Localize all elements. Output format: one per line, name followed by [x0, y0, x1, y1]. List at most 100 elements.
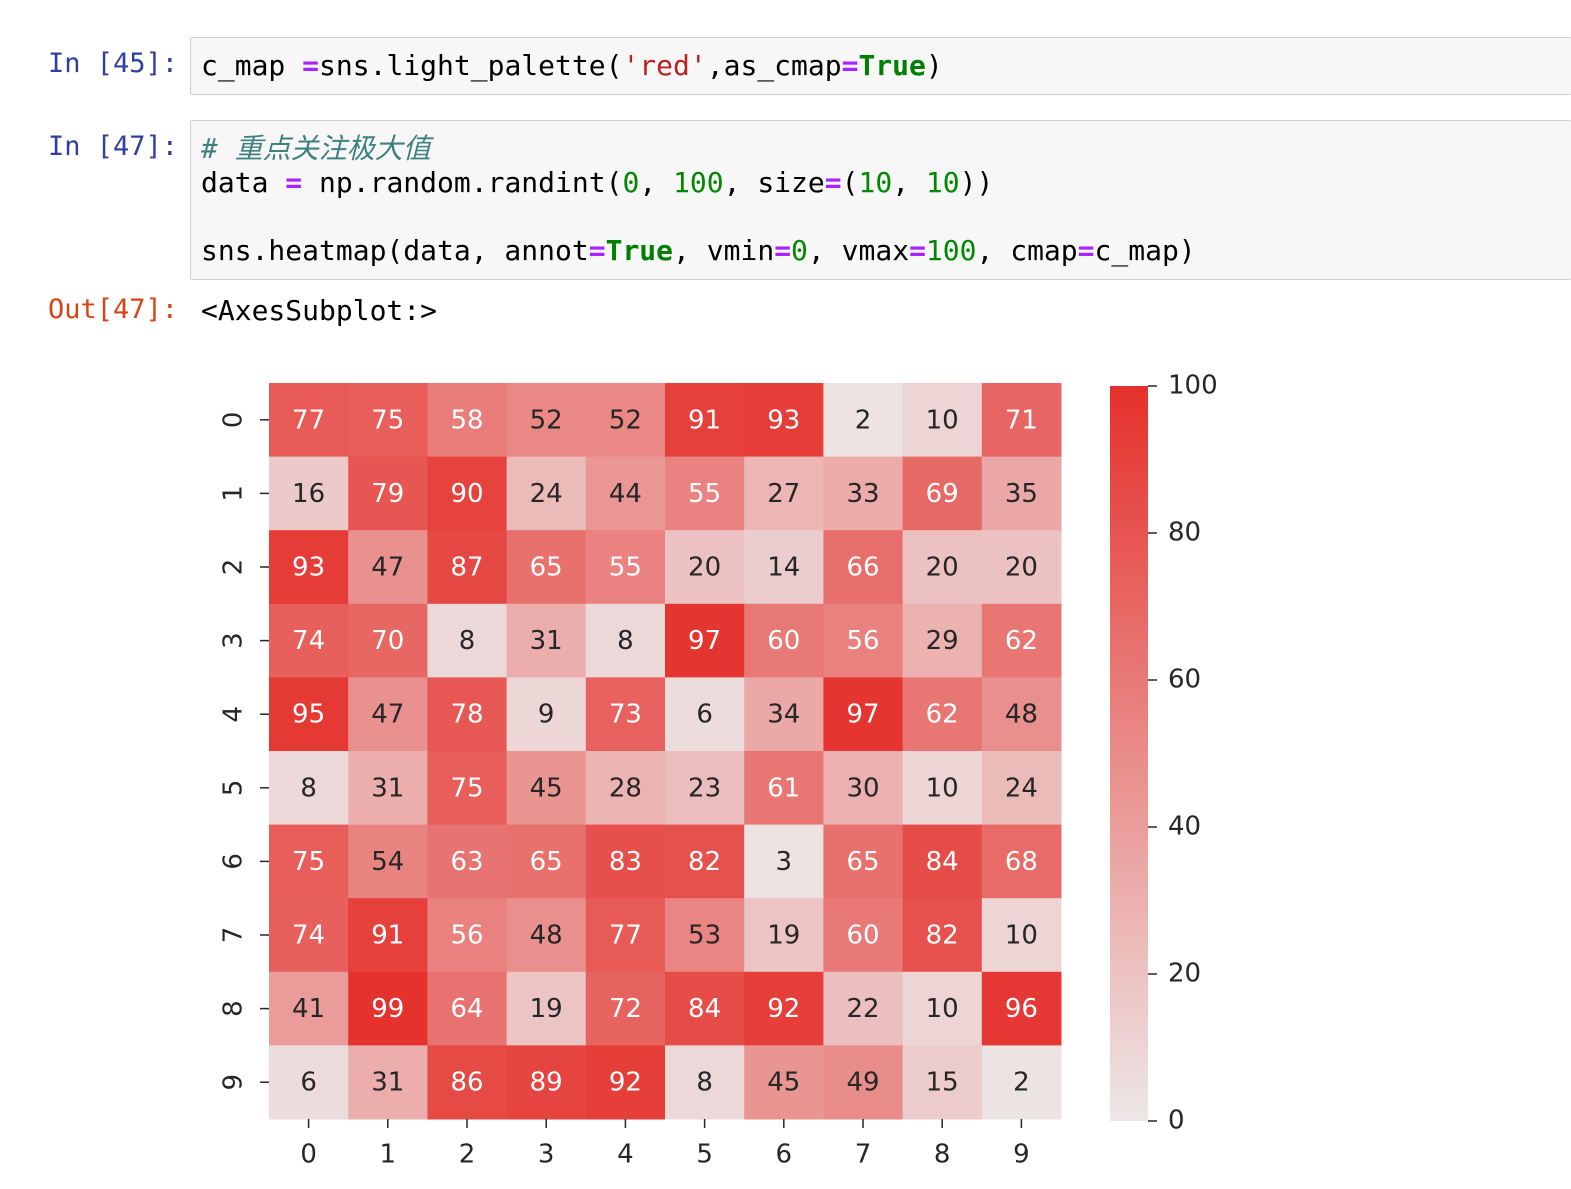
cell-annotation: 78	[450, 700, 483, 730]
code-token: ,as_cmap	[706, 49, 842, 82]
y-tick-label: 3	[219, 632, 249, 649]
cell-annotation: 91	[688, 405, 721, 435]
cell-annotation: 69	[926, 479, 959, 509]
cell-annotation: 95	[292, 700, 325, 730]
code-token: c_map	[201, 49, 303, 82]
heatmap-cell	[348, 1045, 428, 1120]
cell-annotation: 41	[292, 994, 325, 1024]
heatmap-cell	[348, 824, 428, 899]
code-token: =	[841, 49, 859, 82]
heatmap-cell	[506, 603, 587, 678]
heatmap-cell	[665, 751, 745, 826]
cell-annotation: 53	[688, 921, 721, 951]
heatmap-cell	[981, 603, 1062, 678]
in-prompt: In [45]:	[47, 48, 178, 79]
heatmap-cell	[744, 530, 824, 605]
code-token: ,	[892, 166, 926, 199]
heatmap-cell	[902, 677, 983, 752]
code-token: True	[605, 234, 674, 267]
heatmap-cell	[744, 971, 824, 1046]
heatmap-cell	[506, 1045, 587, 1120]
cell-annotation: 6	[300, 1068, 317, 1098]
heatmap-cell	[348, 898, 428, 973]
cell-annotation: 45	[530, 773, 563, 803]
code-token: 'red'	[622, 49, 707, 82]
heatmap-cell	[348, 603, 428, 678]
cell-annotation: 92	[767, 994, 800, 1024]
code-cell: c_map =sns.light_palette('red',as_cmap=T…	[190, 37, 1571, 95]
code-line: # 重点关注极大值	[201, 132, 1561, 166]
code-token: 0	[622, 166, 640, 199]
x-tick-label: 8	[934, 1140, 951, 1170]
code-token: 100	[673, 166, 724, 199]
cell-annotation: 71	[1005, 405, 1038, 435]
heatmap-cell	[902, 456, 983, 531]
cell-annotation: 61	[767, 773, 800, 803]
code-token: True	[858, 49, 926, 82]
heatmap-cell	[823, 898, 904, 973]
y-tick-label: 4	[219, 706, 249, 723]
code-token: =	[285, 166, 303, 199]
cell-annotation: 33	[846, 479, 879, 509]
code-token: # 重点关注极大值	[201, 132, 431, 165]
code-token: sns.light_palette(	[319, 49, 623, 82]
cell-annotation: 97	[688, 626, 721, 656]
cell-annotation: 20	[1005, 553, 1038, 583]
cell-annotation: 84	[926, 847, 959, 877]
cell-annotation: 93	[767, 405, 800, 435]
cell-annotation: 87	[450, 553, 483, 583]
cell-annotation: 8	[617, 626, 634, 656]
out-prompt: Out[47]:	[47, 294, 178, 325]
cell-annotation: 58	[450, 405, 483, 435]
cell-annotation: 93	[292, 553, 325, 583]
cell-annotation: 47	[371, 553, 404, 583]
heatmap-cell	[981, 383, 1062, 458]
x-tick-label: 0	[300, 1140, 317, 1170]
cell-annotation: 27	[767, 479, 800, 509]
code-token: )	[925, 49, 943, 82]
cell-annotation: 31	[371, 773, 404, 803]
code-token: np.random.randint(	[302, 166, 623, 199]
heatmap-cell	[823, 456, 904, 531]
cell-annotation: 83	[609, 847, 642, 877]
heatmap-cell	[585, 751, 666, 826]
y-tick-label: 6	[219, 853, 249, 870]
cell-annotation: 48	[530, 921, 563, 951]
code-cell: # 重点关注极大值 data = np.random.randint(0, 100…	[190, 120, 1571, 280]
heatmap-cell	[585, 1045, 666, 1120]
heatmap-cell	[427, 898, 508, 973]
heatmap-cell	[665, 530, 745, 605]
cell-annotation: 82	[688, 847, 721, 877]
code-line: sns.heatmap(data, annot=True, vmin=0, vm…	[201, 234, 1561, 268]
heatmap-cell	[427, 1045, 508, 1120]
cell-annotation: 91	[371, 921, 404, 951]
heatmap-cell	[665, 383, 745, 458]
heatmap-cell	[902, 824, 983, 899]
cell-annotation: 99	[371, 994, 404, 1024]
cell-annotation: 19	[767, 921, 800, 951]
heatmap-cell	[823, 1045, 904, 1120]
cell-annotation: 9	[538, 700, 555, 730]
y-tick-label: 2	[219, 559, 249, 576]
heatmap-cell	[269, 677, 349, 752]
heatmap-cell	[981, 824, 1062, 899]
heatmap-cell	[981, 456, 1062, 531]
cell-annotation: 35	[1005, 479, 1038, 509]
cell-annotation: 10	[926, 994, 959, 1024]
cell-annotation: 52	[609, 405, 642, 435]
heatmap-cell	[506, 824, 587, 899]
heatmap-cell	[427, 751, 508, 826]
y-tick-label: 0	[219, 412, 249, 429]
heatmap-cell	[902, 603, 983, 678]
cell-annotation: 89	[530, 1068, 563, 1098]
heatmap-cell	[585, 898, 666, 973]
cell-annotation: 3	[776, 847, 793, 877]
code-token: =	[588, 234, 606, 267]
cell-annotation: 65	[846, 847, 879, 877]
cell-annotation: 52	[530, 405, 563, 435]
code-token: , cmap	[976, 234, 1078, 267]
code-token: 10	[925, 166, 960, 199]
colorbar-tick-label: 40	[1168, 812, 1201, 842]
heatmap-cell	[823, 677, 904, 752]
cell-annotation: 10	[926, 405, 959, 435]
